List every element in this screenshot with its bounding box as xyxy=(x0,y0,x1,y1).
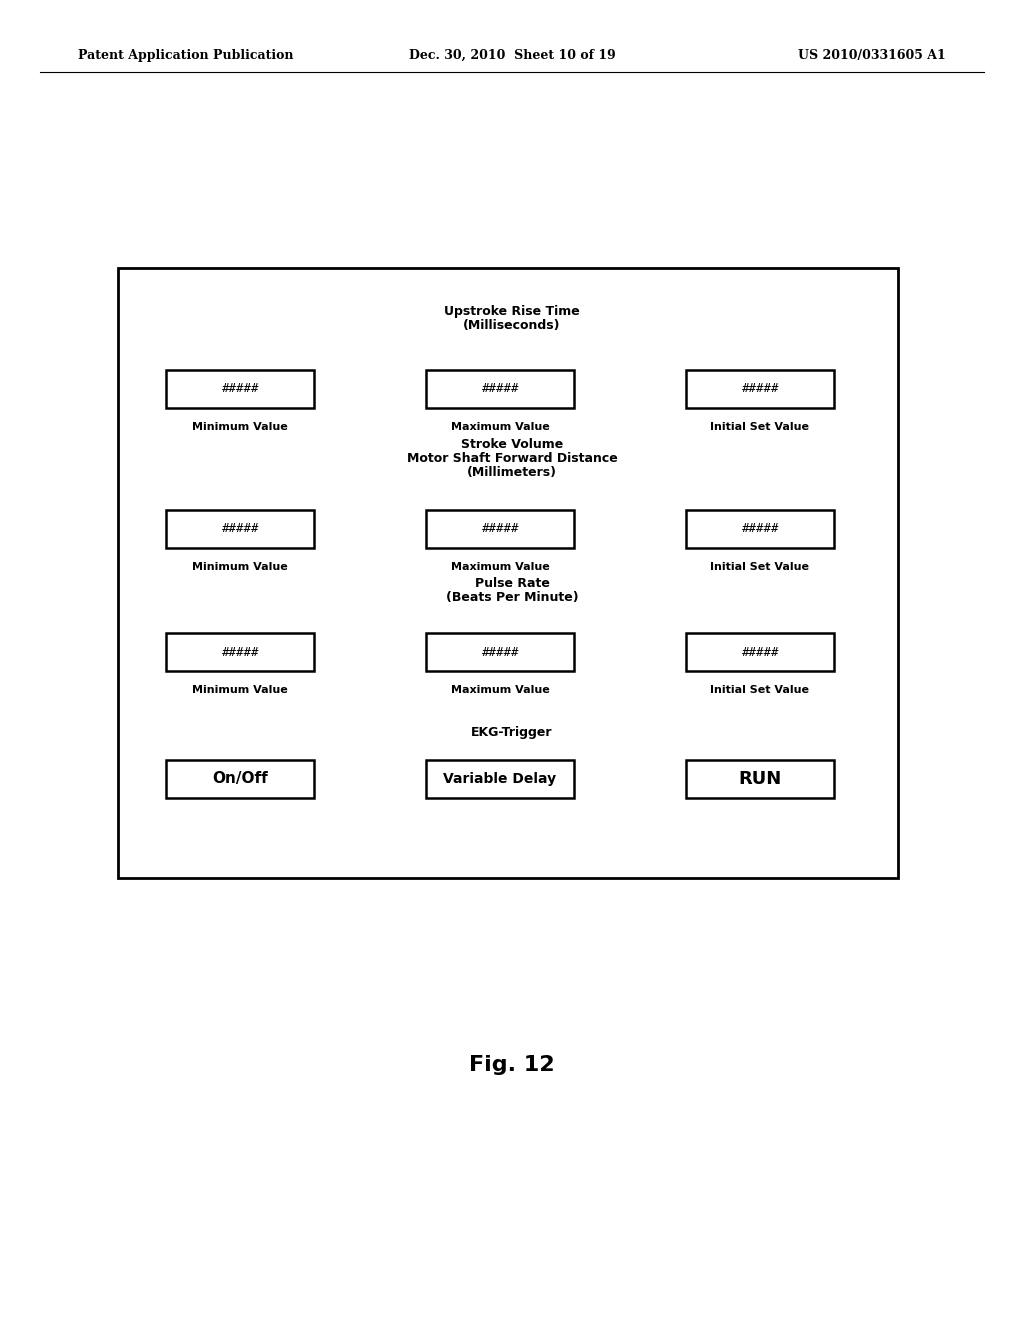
Text: #####: ##### xyxy=(481,645,519,659)
Text: (Millimeters): (Millimeters) xyxy=(467,466,557,479)
Text: #####: ##### xyxy=(481,523,519,536)
Text: Motor Shaft Forward Distance: Motor Shaft Forward Distance xyxy=(407,451,617,465)
Text: #####: ##### xyxy=(221,383,259,396)
Bar xyxy=(166,634,314,671)
Text: Variable Delay: Variable Delay xyxy=(443,772,557,785)
Text: Pulse Rate: Pulse Rate xyxy=(474,577,550,590)
Text: Upstroke Rise Time: Upstroke Rise Time xyxy=(444,305,580,318)
Text: Patent Application Publication: Patent Application Publication xyxy=(78,49,294,62)
Text: Minimum Value: Minimum Value xyxy=(193,685,288,696)
Bar xyxy=(166,760,314,799)
Text: #####: ##### xyxy=(741,645,778,659)
Bar xyxy=(166,510,314,548)
Text: Initial Set Value: Initial Set Value xyxy=(711,562,810,572)
Text: Maximum Value: Maximum Value xyxy=(451,685,549,696)
Bar xyxy=(426,634,574,671)
Text: Maximum Value: Maximum Value xyxy=(451,422,549,432)
Text: (Milliseconds): (Milliseconds) xyxy=(463,319,561,333)
Text: Dec. 30, 2010  Sheet 10 of 19: Dec. 30, 2010 Sheet 10 of 19 xyxy=(409,49,615,62)
Text: #####: ##### xyxy=(221,523,259,536)
Text: Fig. 12: Fig. 12 xyxy=(469,1055,555,1074)
Bar xyxy=(686,510,834,548)
Text: #####: ##### xyxy=(741,523,778,536)
Bar xyxy=(686,634,834,671)
Bar xyxy=(686,760,834,799)
Bar xyxy=(426,370,574,408)
Text: Minimum Value: Minimum Value xyxy=(193,562,288,572)
Text: #####: ##### xyxy=(481,383,519,396)
Bar xyxy=(686,370,834,408)
Bar xyxy=(118,268,898,878)
Text: EKG-Trigger: EKG-Trigger xyxy=(471,726,553,739)
Text: Stroke Volume: Stroke Volume xyxy=(461,438,563,451)
Text: (Beats Per Minute): (Beats Per Minute) xyxy=(445,591,579,605)
Text: #####: ##### xyxy=(221,645,259,659)
Bar xyxy=(426,760,574,799)
Text: US 2010/0331605 A1: US 2010/0331605 A1 xyxy=(799,49,946,62)
Text: Initial Set Value: Initial Set Value xyxy=(711,422,810,432)
Text: Minimum Value: Minimum Value xyxy=(193,422,288,432)
Bar xyxy=(166,370,314,408)
Text: Maximum Value: Maximum Value xyxy=(451,562,549,572)
Text: On/Off: On/Off xyxy=(212,771,268,787)
Bar xyxy=(426,510,574,548)
Text: RUN: RUN xyxy=(738,770,781,788)
Text: Initial Set Value: Initial Set Value xyxy=(711,685,810,696)
Text: #####: ##### xyxy=(741,383,778,396)
